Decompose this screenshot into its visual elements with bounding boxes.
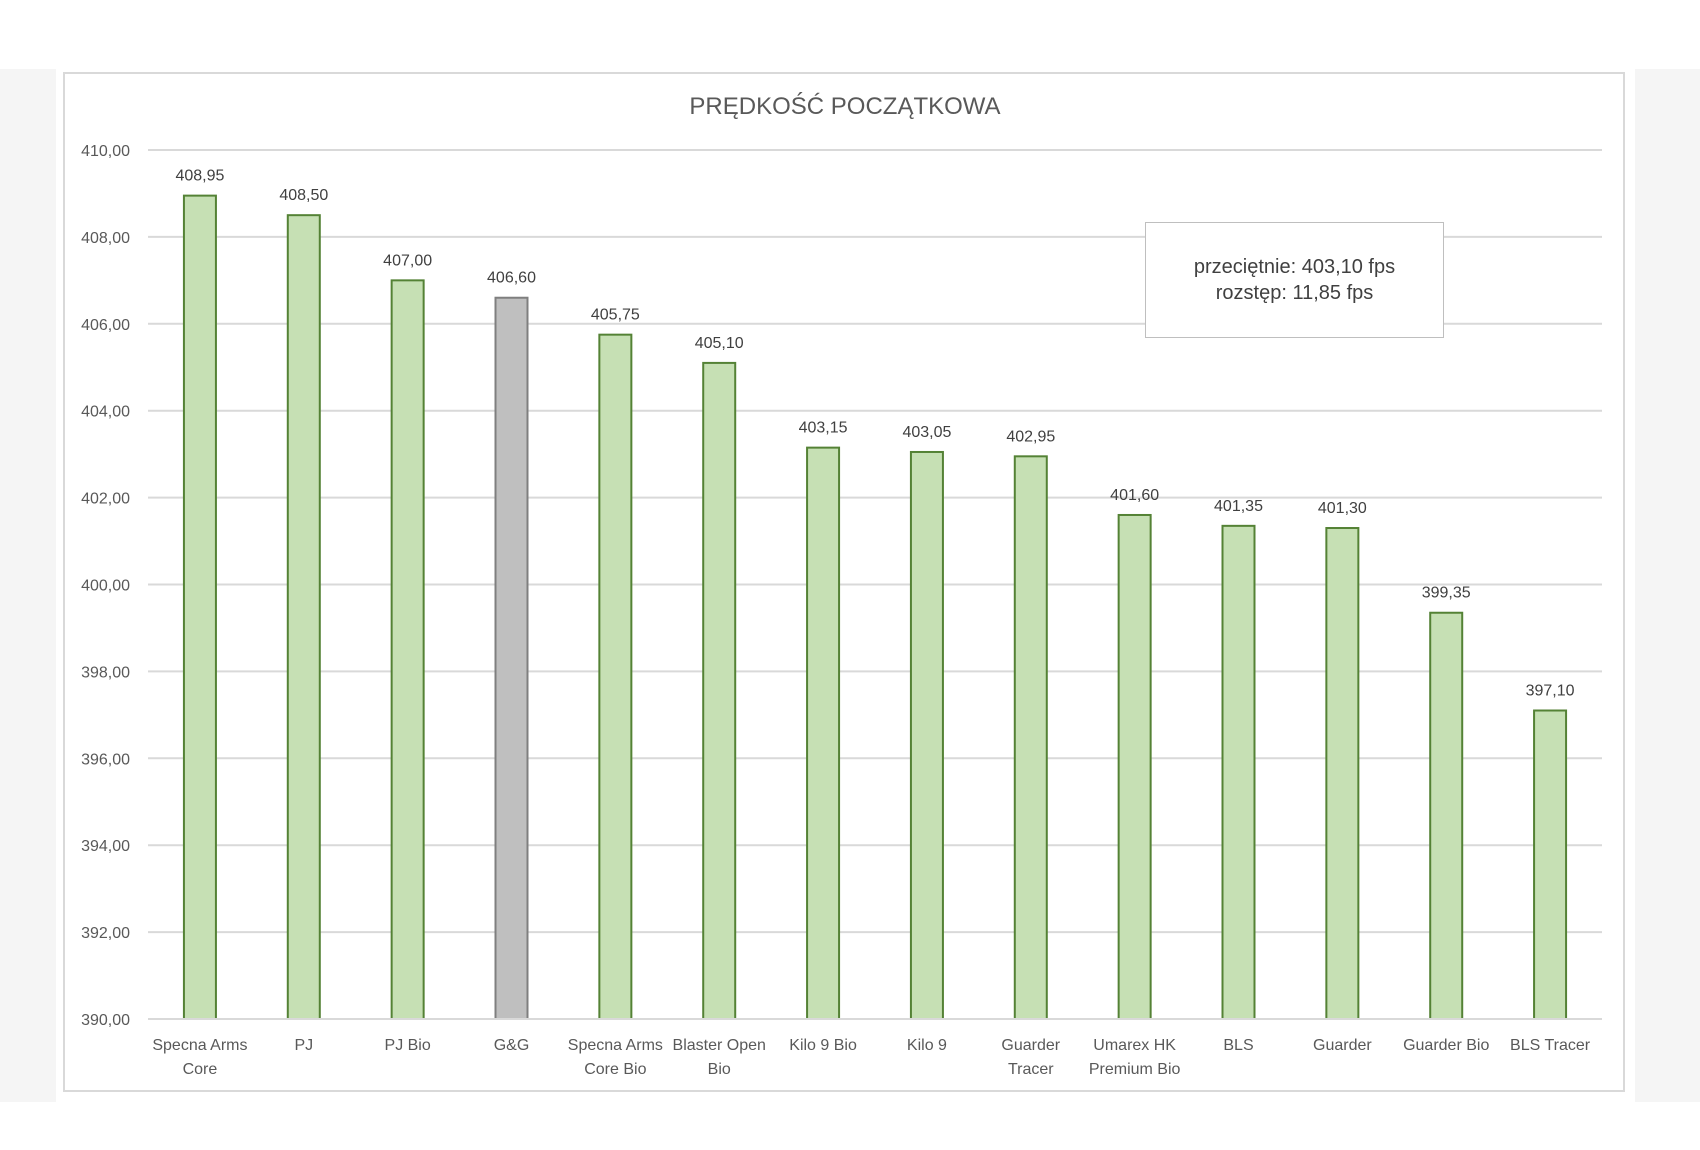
x-tick-label: Core Bio bbox=[584, 1061, 646, 1078]
x-tick-label: Guarder Bio bbox=[1403, 1037, 1489, 1054]
bar bbox=[806, 446, 841, 1020]
data-label: 408,95 bbox=[175, 168, 224, 185]
x-tick-label: Umarex HK bbox=[1093, 1037, 1176, 1054]
x-tick-label: BLS Tracer bbox=[1510, 1037, 1591, 1054]
range-text: rozstęp: 11,85 fps bbox=[1215, 282, 1374, 304]
y-tick-label: 410,00 bbox=[81, 143, 130, 160]
bar bbox=[909, 450, 944, 1021]
data-label: 401,60 bbox=[1110, 487, 1159, 504]
y-tick-label: 394,00 bbox=[81, 838, 130, 855]
x-tick-label: PJ Bio bbox=[385, 1037, 431, 1054]
x-tick-label: Tracer bbox=[1008, 1061, 1054, 1078]
bar bbox=[390, 279, 425, 1021]
bar bbox=[494, 296, 529, 1021]
x-tick-label: Premium Bio bbox=[1089, 1061, 1181, 1078]
data-label: 405,10 bbox=[695, 335, 744, 352]
bar bbox=[1429, 611, 1464, 1020]
data-label: 401,30 bbox=[1318, 500, 1367, 517]
bar bbox=[1325, 527, 1360, 1020]
x-tick-label: Core bbox=[183, 1061, 218, 1078]
bar bbox=[1013, 455, 1048, 1020]
data-label: 401,35 bbox=[1214, 498, 1263, 515]
bar bbox=[182, 194, 217, 1020]
x-tick-label: G&G bbox=[494, 1037, 530, 1054]
data-label: 405,75 bbox=[591, 307, 640, 324]
data-label: 407,00 bbox=[383, 252, 432, 269]
bar bbox=[598, 333, 633, 1021]
y-tick-label: 408,00 bbox=[81, 230, 130, 247]
x-tick-label: Blaster Open bbox=[673, 1037, 766, 1054]
chart-title: PRĘDKOŚĆ POCZĄTKOWA bbox=[689, 92, 1000, 120]
average-text: przeciętnie: 403,10 fps bbox=[1193, 256, 1396, 278]
y-tick-label: 398,00 bbox=[81, 664, 130, 681]
bar bbox=[1533, 709, 1568, 1020]
y-tick-label: 400,00 bbox=[81, 578, 130, 595]
y-tick-label: 404,00 bbox=[81, 404, 130, 421]
x-tick-label: PJ bbox=[294, 1037, 313, 1054]
x-tick-label: Kilo 9 Bio bbox=[789, 1037, 857, 1054]
bar bbox=[1117, 513, 1152, 1020]
x-tick-label: Guarder bbox=[1313, 1037, 1372, 1054]
data-label: 397,10 bbox=[1526, 683, 1575, 700]
data-label: 406,60 bbox=[487, 270, 536, 287]
x-tick-label: Kilo 9 bbox=[907, 1037, 947, 1054]
y-tick-label: 396,00 bbox=[81, 751, 130, 768]
x-tick-label: Specna Arms bbox=[568, 1037, 663, 1054]
x-tick-label: Guarder bbox=[1001, 1037, 1060, 1054]
bar bbox=[702, 361, 737, 1020]
data-label: 399,35 bbox=[1422, 585, 1471, 602]
bar bbox=[1221, 524, 1256, 1021]
x-tick-label: BLS bbox=[1223, 1037, 1253, 1054]
data-label: 403,05 bbox=[902, 424, 951, 441]
y-tick-label: 390,00 bbox=[81, 1012, 130, 1029]
data-label: 403,15 bbox=[799, 420, 848, 437]
x-tick-label: Bio bbox=[708, 1061, 731, 1078]
y-tick-label: 392,00 bbox=[81, 925, 130, 942]
stats-annotation-box: przeciętnie: 403,10 fps rozstęp: 11,85 f… bbox=[1145, 222, 1444, 338]
data-label: 408,50 bbox=[279, 187, 328, 204]
data-label: 402,95 bbox=[1006, 428, 1055, 445]
y-tick-label: 406,00 bbox=[81, 317, 130, 334]
bar bbox=[286, 214, 321, 1021]
x-tick-label: Specna Arms bbox=[152, 1037, 247, 1054]
y-tick-label: 402,00 bbox=[81, 491, 130, 508]
